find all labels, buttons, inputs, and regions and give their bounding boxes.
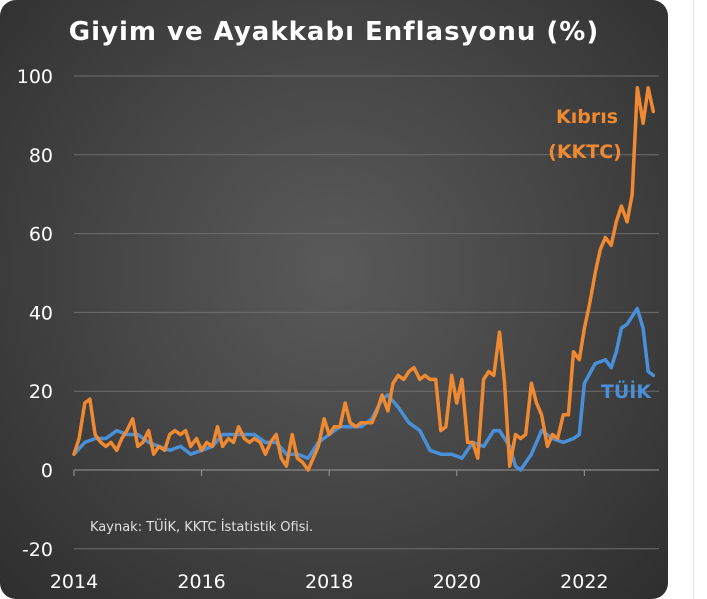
chart-title: Giyim ve Ayakkabı Enflasyonu (%)	[69, 17, 600, 47]
y-tick-label-2: 20	[29, 381, 53, 403]
source-note: Kaynak: TÜİK, KKTC İstatistik Ofisi.	[90, 518, 313, 535]
x-tick-label-4: 2022	[560, 571, 608, 593]
y-tick-label-3: 40	[29, 302, 53, 324]
x-tick-layer: 2014 2016 2018 2020 2022	[50, 470, 609, 593]
series-layer	[72, 86, 656, 472]
series-line-0	[72, 86, 656, 472]
page-divider	[693, 0, 694, 599]
x-tick-label-1: 2016	[177, 571, 225, 593]
y-tick-label-1: 0	[41, 460, 53, 482]
chart-svg: -20 0 20 40 60 80 100 2014 2016 2018 2020 2022 Giy…	[17, 17, 659, 593]
y-tick-label-6: 100	[17, 66, 53, 88]
y-tick-label-0: -20	[22, 539, 53, 561]
x-tick-label-2: 2018	[305, 571, 353, 593]
y-tick-label-5: 80	[29, 145, 53, 167]
x-tick-label-0: 2014	[50, 571, 98, 593]
series-line-1	[72, 306, 656, 472]
x-tick-label-3: 2020	[433, 571, 481, 593]
y-tick-layer: -20 0 20 40 60 80 100	[17, 66, 53, 561]
series-label-tuik: TÜİK	[601, 379, 652, 403]
chart-card: -20 0 20 40 60 80 100 2014 2016 2018 2020 2022 Giy…	[0, 0, 668, 599]
grid-layer	[74, 75, 659, 550]
series-label-kibris-line1: Kıbrıs	[556, 106, 618, 128]
y-tick-label-4: 60	[29, 224, 53, 246]
series-label-kibris-line2: (KKTC)	[548, 141, 622, 163]
